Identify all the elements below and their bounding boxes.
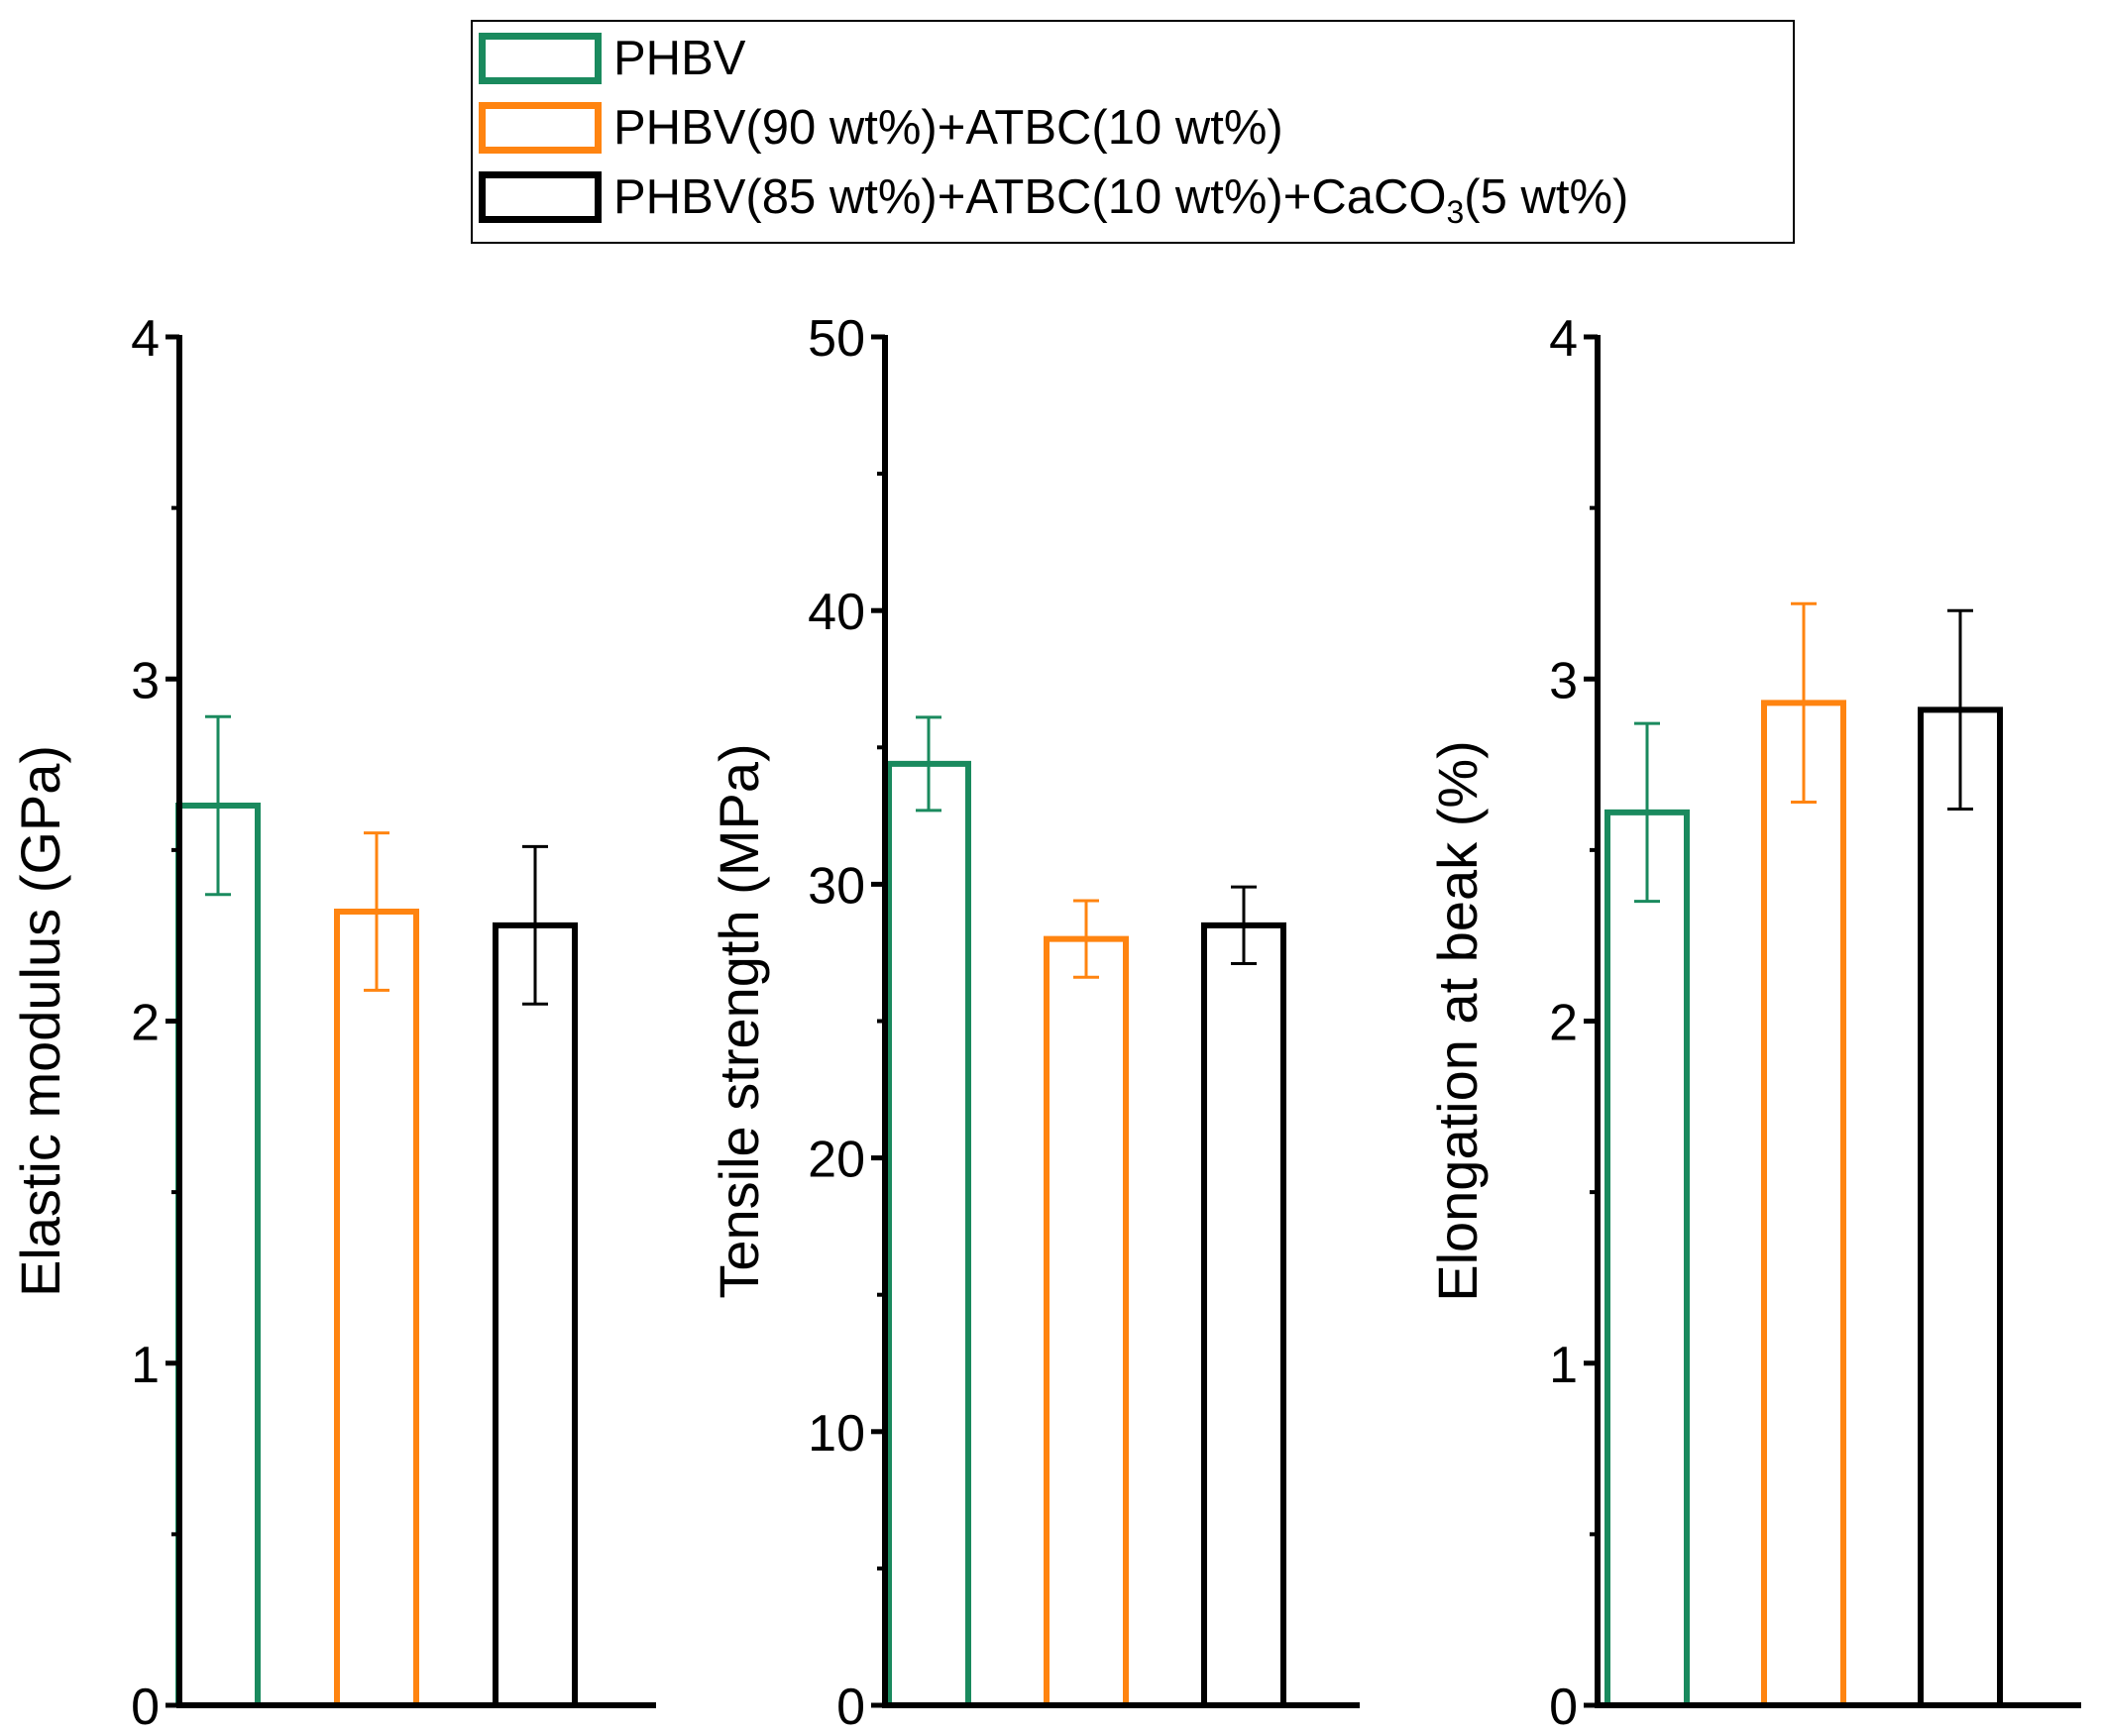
chart-3-tick-label-2: 2 <box>1549 995 1578 1052</box>
chart-2-tick-label-4: 40 <box>808 584 865 641</box>
legend-item-phbv: PHBV <box>479 28 745 89</box>
legend-swatch-phbv-atbc <box>479 102 602 154</box>
legend-label-phbv-atbc-caco3: PHBV(85 wt%)+ATBC(10 wt%)+CaCO3(5 wt%) <box>613 169 1629 228</box>
chart-3-tick-label-1: 1 <box>1549 1337 1578 1394</box>
chart-2-tick-label-0: 0 <box>836 1679 865 1736</box>
chart-3-bar-1 <box>1604 809 1690 1705</box>
legend-label-subscript: 3 <box>1446 193 1465 230</box>
chart-1-bar-2 <box>334 909 419 1705</box>
chart-2-tick-label-1: 10 <box>808 1405 865 1463</box>
chart-2-tick-label-5: 50 <box>808 310 865 368</box>
legend-label-phbv-atbc: PHBV(90 wt%)+ATBC(10 wt%) <box>613 100 1283 155</box>
chart-1-y-axis-title: Elastic modulus (GPa) <box>9 745 71 1297</box>
chart-1-tick-label-3: 3 <box>131 652 160 709</box>
chart-3-tick-label-0: 0 <box>1549 1679 1578 1736</box>
legend-label-tail: (5 wt%) <box>1464 169 1629 224</box>
chart-3-tick-label-3: 3 <box>1549 652 1578 709</box>
legend-label-main: PHBV(85 wt%)+ATBC(10 wt%)+CaCO <box>613 169 1447 224</box>
chart-2-bar-2 <box>1044 935 1129 1705</box>
chart-2-y-axis-title: Tensile strength (MPa) <box>708 743 770 1298</box>
chart-2-tick-label-3: 30 <box>808 857 865 915</box>
chart-3-bar-3 <box>1918 706 2003 1705</box>
legend-item-phbv-atbc: PHBV(90 wt%)+ATBC(10 wt%) <box>479 97 1283 159</box>
legend-item-phbv-atbc-caco3: PHBV(85 wt%)+ATBC(10 wt%)+CaCO3(5 wt%) <box>479 166 1628 228</box>
legend: PHBV PHBV(90 wt%)+ATBC(10 wt%) PHBV(85 w… <box>471 20 1795 244</box>
chart-3-y-axis-title: Elongation at beak (%) <box>1426 740 1489 1302</box>
legend-swatch-phbv-atbc-caco3 <box>479 171 602 223</box>
chart-1-bar-3 <box>493 922 578 1705</box>
chart-3-tick-label-4: 4 <box>1549 310 1578 368</box>
chart-2-bar-1 <box>886 760 971 1705</box>
chart-2-tick-label-2: 20 <box>808 1132 865 1189</box>
chart-1-bar-1 <box>175 802 261 1705</box>
chart-2-bar-3 <box>1201 922 1286 1705</box>
chart-1-tick-label-1: 1 <box>131 1337 160 1394</box>
chart-1-tick-label-2: 2 <box>131 995 160 1052</box>
chart-3-bar-2 <box>1761 700 1846 1705</box>
legend-label-phbv: PHBV <box>613 31 746 85</box>
legend-swatch-phbv <box>479 33 602 84</box>
chart-1-tick-label-4: 4 <box>131 310 160 368</box>
chart-1-tick-label-0: 0 <box>131 1679 160 1736</box>
